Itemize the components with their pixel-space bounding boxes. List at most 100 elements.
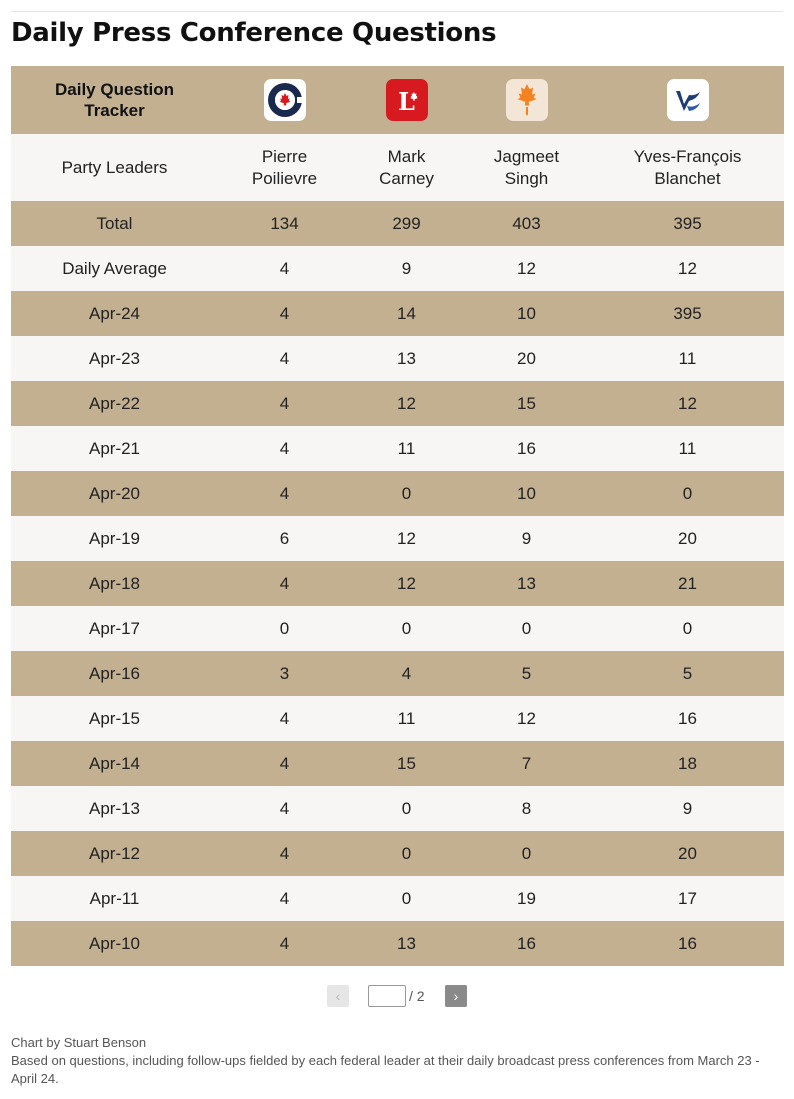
- value-cell: 11: [591, 336, 784, 381]
- table-row: Apr-11 4 0 19 17: [11, 876, 784, 921]
- top-divider: [11, 11, 783, 12]
- source-note: Based on questions, including follow-ups…: [11, 1053, 760, 1086]
- value-cell: 0: [351, 786, 462, 831]
- leader-last-name: Poilievre: [251, 168, 318, 188]
- value-cell: 4: [218, 471, 351, 516]
- value-cell: 7: [462, 741, 591, 786]
- value-cell: 4: [218, 381, 351, 426]
- value-cell: 11: [591, 426, 784, 471]
- value-cell: 4: [218, 831, 351, 876]
- value-cell: 0: [218, 606, 351, 651]
- header-cell-liberal: L: [351, 66, 462, 134]
- value-cell: 4: [218, 291, 351, 336]
- value-cell: 20: [591, 516, 784, 561]
- row-label: Party Leaders: [11, 134, 218, 201]
- page-number-input[interactable]: [368, 985, 406, 1007]
- value-cell: 12: [462, 246, 591, 291]
- value-cell: 4: [351, 651, 462, 696]
- leader-name-carney: Mark Carney: [351, 134, 462, 201]
- row-label: Daily Average: [11, 246, 218, 291]
- value-cell: 10: [462, 471, 591, 516]
- row-label: Apr-10: [11, 921, 218, 966]
- value-cell: 4: [218, 696, 351, 741]
- leader-last-name: Singh: [504, 168, 549, 188]
- value-cell: 0: [351, 831, 462, 876]
- value-cell: 21: [591, 561, 784, 606]
- next-page-button[interactable]: ›: [445, 985, 467, 1007]
- value-cell: 4: [218, 246, 351, 291]
- value-cell: 0: [591, 606, 784, 651]
- value-cell: 299: [351, 201, 462, 246]
- row-label: Apr-24: [11, 291, 218, 336]
- header-cell-bloc: [591, 66, 784, 134]
- row-label: Apr-15: [11, 696, 218, 741]
- value-cell: 0: [462, 831, 591, 876]
- bloc-logo-icon: [666, 79, 709, 121]
- value-cell: 12: [351, 516, 462, 561]
- liberal-logo-icon: L: [385, 79, 428, 121]
- value-cell: 0: [351, 876, 462, 921]
- value-cell: 11: [351, 696, 462, 741]
- table-row: Apr-13 4 0 8 9: [11, 786, 784, 831]
- header-row: Daily Question Tracker L: [11, 66, 784, 134]
- row-label: Apr-16: [11, 651, 218, 696]
- tracker-label: Daily Question Tracker: [11, 66, 218, 134]
- value-cell: 15: [351, 741, 462, 786]
- header-cell-conservative: [218, 66, 351, 134]
- value-cell: 13: [462, 561, 591, 606]
- tracker-label-line1: Daily Question: [54, 80, 175, 99]
- leader-name-blanchet: Yves-François Blanchet: [591, 134, 784, 201]
- value-cell: 403: [462, 201, 591, 246]
- table-row: Apr-19 6 12 9 20: [11, 516, 784, 561]
- leader-name-poilievre: Pierre Poilievre: [218, 134, 351, 201]
- value-cell: 16: [462, 426, 591, 471]
- header-cell-ndp: [462, 66, 591, 134]
- value-cell: 4: [218, 876, 351, 921]
- value-cell: 0: [591, 471, 784, 516]
- table-row: Apr-10 4 13 16 16: [11, 921, 784, 966]
- value-cell: 5: [462, 651, 591, 696]
- value-cell: 13: [351, 336, 462, 381]
- table-row: Apr-23 4 13 20 11: [11, 336, 784, 381]
- table-row: Apr-17 0 0 0 0: [11, 606, 784, 651]
- value-cell: 6: [218, 516, 351, 561]
- ndp-logo-icon: [505, 79, 548, 121]
- table-row: Apr-12 4 0 0 20: [11, 831, 784, 876]
- value-cell: 9: [462, 516, 591, 561]
- value-cell: 15: [462, 381, 591, 426]
- row-label: Apr-17: [11, 606, 218, 651]
- value-cell: 395: [591, 291, 784, 336]
- row-label: Apr-14: [11, 741, 218, 786]
- table-row: Daily Average 4 9 12 12: [11, 246, 784, 291]
- prev-page-button[interactable]: ‹: [327, 985, 349, 1007]
- footer: Chart by Stuart Benson Based on question…: [11, 1034, 783, 1088]
- value-cell: 10: [462, 291, 591, 336]
- table-row: Total 134 299 403 395: [11, 201, 784, 246]
- page-total: / 2: [409, 988, 425, 1004]
- value-cell: 4: [218, 786, 351, 831]
- leader-first-name: Mark: [387, 146, 426, 166]
- row-label: Apr-11: [11, 876, 218, 921]
- row-label: Apr-23: [11, 336, 218, 381]
- pagination: ‹ / 2 ›: [327, 985, 487, 1007]
- value-cell: 16: [591, 696, 784, 741]
- value-cell: 4: [218, 921, 351, 966]
- value-cell: 14: [351, 291, 462, 336]
- value-cell: 4: [218, 426, 351, 471]
- value-cell: 12: [591, 246, 784, 291]
- value-cell: 12: [351, 381, 462, 426]
- value-cell: 9: [351, 246, 462, 291]
- value-cell: 16: [591, 921, 784, 966]
- table-row: Apr-20 4 0 10 0: [11, 471, 784, 516]
- value-cell: 4: [218, 561, 351, 606]
- row-label: Apr-12: [11, 831, 218, 876]
- row-label: Apr-21: [11, 426, 218, 471]
- value-cell: 16: [462, 921, 591, 966]
- value-cell: 395: [591, 201, 784, 246]
- question-tracker-table: Daily Question Tracker L: [11, 66, 784, 966]
- tracker-label-line2: Tracker: [84, 101, 145, 120]
- table-row: Apr-22 4 12 15 12: [11, 381, 784, 426]
- chart-credit: Chart by Stuart Benson: [11, 1035, 147, 1050]
- leader-name-singh: Jagmeet Singh: [462, 134, 591, 201]
- value-cell: 8: [462, 786, 591, 831]
